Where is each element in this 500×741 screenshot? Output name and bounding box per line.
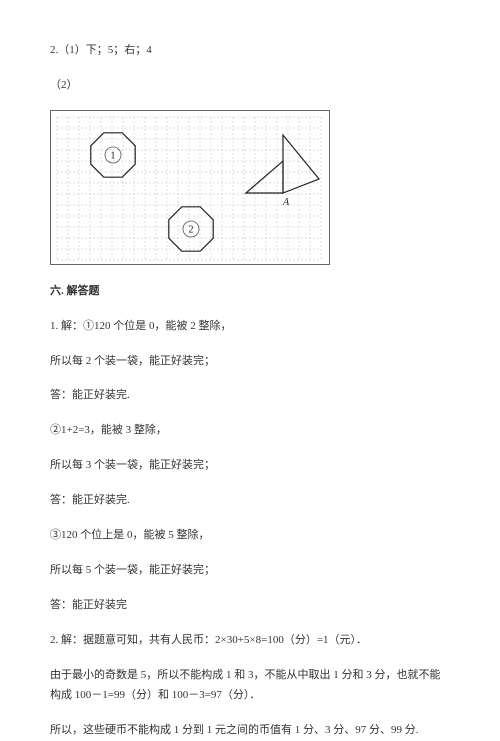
answer-body: 1. 解：①120 个位是 0，能被 2 整除， 所以每 2 个装一袋，能正好装完… [50, 316, 450, 741]
answer-line: 所以每 2 个装一袋，能正好装完； [50, 351, 450, 372]
answer-line: 由于最小的奇数是 5，所以不能构成 1 和 3，不能从中取出 1 分和 3 分，… [50, 665, 450, 707]
answer-line: 答：能正好装完. [50, 385, 450, 406]
svg-text:1: 1 [111, 150, 116, 161]
answer-line: 所以，这些硬币不能构成 1 分到 1 元之间的币值有 1 分、3 分、97 分、… [50, 720, 450, 741]
answer-line: 答：能正好装完 [50, 595, 450, 616]
answer-line: 所以每 5 个装一袋，能正好装完； [50, 560, 450, 581]
diagram-svg: 1 2 A [51, 111, 331, 266]
answer-line: 1. 解：①120 个位是 0，能被 2 整除， [50, 316, 450, 337]
answer-line: ②1+2=3，能被 3 整除， [50, 420, 450, 441]
q2-part2-label: （2） [50, 75, 450, 96]
svg-text:2: 2 [189, 224, 194, 235]
q2-part1: 2.（1）下；5；右；4 [50, 40, 450, 61]
answer-line: 答：能正好装完. [50, 490, 450, 511]
geometry-diagram: 1 2 A [50, 110, 330, 265]
answer-line: 所以每 3 个装一袋，能正好装完； [50, 455, 450, 476]
answer-line: ③120 个位上是 0，能被 5 整除， [50, 525, 450, 546]
svg-text:A: A [282, 197, 290, 208]
answer-line: 2. 解：据题意可知，共有人民币：2×30+5×8=100（分）=1（元）． [50, 630, 450, 651]
section-6-heading: 六. 解答题 [50, 281, 450, 302]
